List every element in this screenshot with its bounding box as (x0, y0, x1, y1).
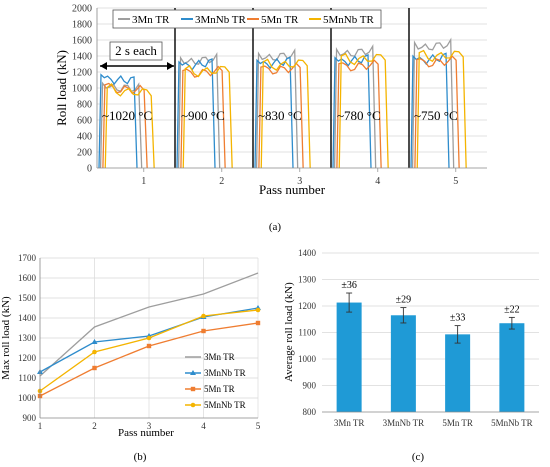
temp-pass-2: ~900 °C (181, 108, 225, 123)
panel-a-chart: 0 200 400 600 800 1000 1200 1400 1600 1800 2000 1 2… (54, 4, 487, 233)
legend-a-label-3mnnb-tr: 3MnNb TR (195, 14, 246, 26)
y-tick-label-a-2000: 2000 (72, 4, 92, 15)
x-tick-label-c-3mnnb-tr: 3MnNb TR (383, 418, 425, 428)
temp-pass-1: ~1020 °C (102, 108, 152, 123)
error-label-3mnnb-tr: ±29 (396, 295, 412, 306)
y-tick-label-a-1600: 1600 (72, 36, 92, 47)
legend-a-label-5mnnb-tr: 5MnNb TR (323, 14, 374, 26)
bar-5mn-tr (445, 334, 471, 412)
panel-label-a: (a) (269, 221, 282, 233)
point-5mn-tr-pass-5 (255, 320, 261, 326)
y-tick-label-a-1400: 1400 (72, 52, 92, 63)
x-tick-label-b-3: 3 (147, 421, 152, 431)
point-5mn-tr-pass-4 (201, 328, 206, 334)
x-tick-label-a-2: 2 (219, 176, 224, 187)
legend-b-marker-3mnnb-tr (190, 370, 196, 375)
legend-b-label-5mnnb-tr: 5MnNb TR (204, 400, 246, 410)
max-load-line-3mn-tr (39, 272, 259, 377)
panel-label-c: (c) (412, 451, 425, 463)
error-label-5mnnb-tr: ±22 (504, 304, 520, 315)
x-tick-label-c-5mnnb-tr: 5MnNb TR (491, 418, 533, 428)
legend-b-label-3mnnb-tr: 3MnNb TR (204, 368, 246, 378)
y-tick-label-a-1800: 1800 (72, 20, 92, 31)
panel-label-b: (b) (134, 451, 147, 463)
roll-load-trace-5mn-tr (102, 55, 460, 169)
x-axis-title-b: Pass number (118, 427, 174, 439)
bar-3mnnb-tr (390, 315, 416, 412)
x-axis-title-a: Pass number (259, 182, 326, 197)
temp-pass-4: ~780 °C (337, 108, 381, 123)
duration-arrow-left-head (100, 62, 107, 70)
legend-b-marker-5mnnb-tr (190, 402, 196, 408)
y-tick-label-c-1300: 1300 (298, 275, 317, 285)
point-3mnnb-tr-pass-2 (91, 339, 98, 344)
legend-a: 3Mn TR 3MnNb TR 5Mn TR 5MnNb TR (112, 9, 382, 29)
duration-annotation: 2 s each (100, 41, 174, 70)
y-tick-label-c-1200: 1200 (298, 301, 317, 311)
x-tick-label-a-1: 1 (141, 176, 146, 187)
x-tick-label-b-2: 2 (92, 421, 97, 431)
x-tick-label-c-5mn-tr: 5Mn TR (442, 418, 473, 428)
y-tick-label-b-1100: 1100 (18, 373, 36, 383)
duration-box (109, 41, 163, 61)
point-5mnnb-tr-pass-5 (255, 307, 261, 313)
y-tick-label-a-400: 400 (77, 132, 92, 143)
y-tick-label-b-1600: 1600 (18, 273, 37, 283)
point-5mn-tr-pass-2 (92, 365, 97, 371)
y-tick-label-b-1700: 1700 (18, 253, 37, 263)
point-5mnnb-tr-pass-2 (92, 349, 97, 355)
y-tick-label-a-800: 800 (77, 100, 92, 111)
panel-b-chart: 900 1000 1100 1200 1300 1400 1500 1600 1700 1 2 3 4… (0, 253, 261, 463)
y-tick-label-c-1000: 1000 (298, 354, 317, 364)
y-tick-label-c-900: 900 (303, 381, 317, 391)
legend-a-label-5mn-tr: 5Mn TR (261, 14, 299, 26)
legend-b: 3Mn TR 3MnNb TR 5Mn TR 5MnNb TR (185, 352, 246, 410)
point-5mnnb-tr-pass-3 (146, 335, 152, 341)
x-tick-label-b-5: 5 (256, 421, 261, 431)
temp-pass-5: ~750 °C (414, 108, 458, 123)
y-axis-title-a: Roll load (kN) (54, 50, 69, 126)
y-tick-label-a-200: 200 (77, 148, 92, 159)
y-tick-label-c-1100: 1100 (298, 328, 316, 338)
y-axis-title-b: Max roll load (kN) (0, 296, 12, 380)
bar-5mnnb-tr (499, 323, 525, 412)
y-tick-label-a-0: 0 (87, 164, 92, 175)
y-tick-label-b-1400: 1400 (18, 313, 37, 323)
point-5mn-tr-pass-3 (146, 343, 152, 349)
temp-pass-3: ~830 °C (258, 108, 302, 123)
legend-b-marker-5mn-tr (190, 386, 196, 392)
x-tick-label-a-3: 3 (297, 176, 302, 187)
y-tick-label-b-900: 900 (23, 413, 37, 423)
y-tick-label-b-1200: 1200 (18, 353, 37, 363)
y-tick-label-b-1300: 1300 (18, 333, 37, 343)
x-tick-label-c-3mn-tr: 3Mn TR (334, 418, 365, 428)
legend-b-label-5mn-tr: 5Mn TR (204, 384, 235, 394)
x-tick-label-b-1: 1 (38, 421, 43, 431)
legend-b-label-3mn-tr: 3Mn TR (204, 352, 235, 362)
error-label-5mn-tr: ±33 (450, 313, 466, 324)
y-tick-label-c-800: 800 (303, 407, 317, 417)
y-tick-label-a-1200: 1200 (72, 68, 92, 79)
roll-load-trace-5mnnb-tr (104, 49, 467, 169)
y-tick-label-a-600: 600 (77, 116, 92, 127)
y-axis-title-c: Average roll load (kN) (283, 282, 295, 382)
roll-load-trace-3mnnb-tr (98, 52, 450, 169)
duration-arrow-right-head (167, 62, 174, 70)
x-tick-label-a-5: 5 (453, 176, 458, 187)
duration-label: 2 s each (115, 43, 157, 58)
y-tick-label-b-1000: 1000 (18, 393, 37, 403)
bar-3mn-tr (336, 302, 362, 412)
error-label-3mn-tr: ±36 (341, 280, 357, 291)
y-tick-label-a-1000: 1000 (72, 84, 92, 95)
y-tick-label-c-1400: 1400 (298, 248, 317, 258)
x-tick-label-b-4: 4 (201, 421, 206, 431)
x-tick-label-a-4: 4 (375, 176, 380, 187)
point-5mnnb-tr-pass-4 (201, 313, 206, 319)
y-tick-label-b-1500: 1500 (18, 293, 37, 303)
legend-a-label-3mn-tr: 3Mn TR (132, 14, 170, 26)
